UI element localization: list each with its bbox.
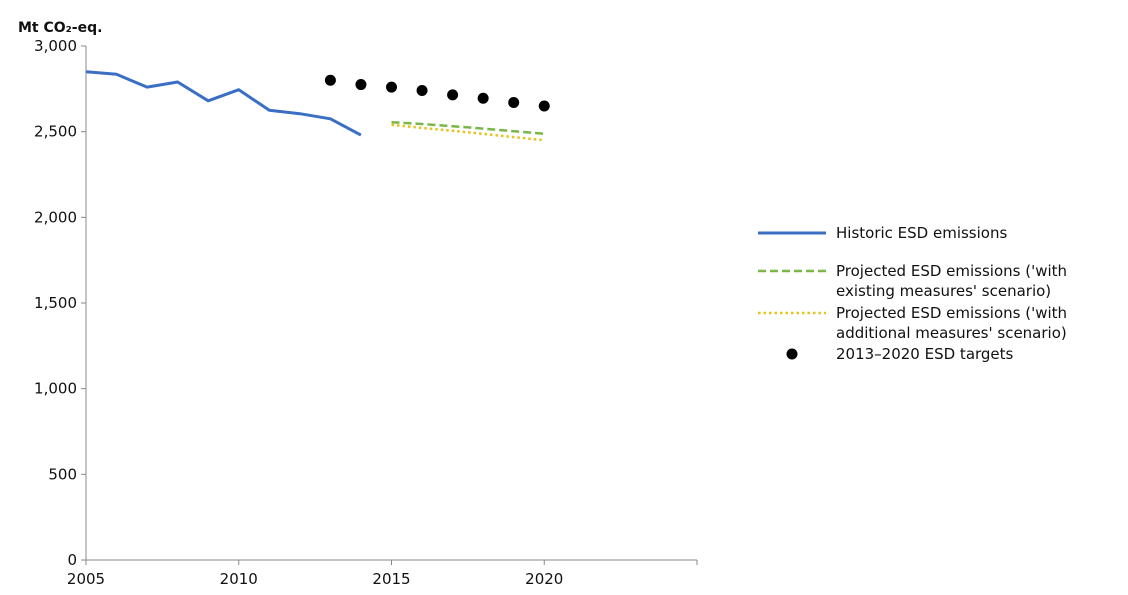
x-tick-label: 2010	[220, 570, 258, 588]
y-tick-label: 2,000	[34, 208, 77, 226]
legend-label: 2013–2020 ESD targets	[836, 345, 1014, 363]
projected-wam-line	[391, 123, 545, 142]
legend-label: Historic ESD emissions	[836, 224, 1007, 242]
projected-wem-line	[391, 120, 545, 135]
legend-marker-targets	[786, 348, 798, 360]
target-marker	[447, 89, 459, 101]
y-tick-label: 3,000	[34, 37, 77, 55]
target-marker	[538, 100, 550, 112]
y-axis-unit-label: Mt CO₂-eq.	[18, 20, 102, 36]
y-tick-label: 1,000	[34, 380, 77, 398]
chart-series	[85, 70, 550, 142]
target-marker	[508, 97, 520, 109]
target-marker	[386, 81, 397, 93]
target-marker	[355, 79, 367, 91]
target-marker	[324, 74, 336, 86]
y-tick-label: 500	[48, 465, 77, 483]
target-marker	[477, 92, 489, 104]
legend-label: Projected ESD emissions ('with	[836, 262, 1067, 280]
legend-label: additional measures' scenario)	[836, 324, 1067, 342]
y-tick-label: 1,500	[34, 294, 77, 312]
x-tick-label: 2005	[67, 570, 105, 588]
legend-label: Projected ESD emissions ('with	[836, 304, 1067, 322]
legend-label: existing measures' scenario)	[836, 282, 1051, 300]
y-tick-label: 2,500	[34, 123, 77, 141]
x-tick-label: 2020	[525, 570, 563, 588]
chart-legend: Historic ESD emissions Projected ESD emis…	[758, 224, 1067, 363]
historic-emissions-line	[85, 70, 362, 137]
y-tick-label: 0	[67, 551, 77, 569]
chart-axes: 0 500 1,000 1,500 2,000 2,500 3,000 2005 2010 201…	[18, 20, 698, 588]
target-marker	[416, 85, 428, 97]
x-tick-label: 2015	[372, 570, 410, 588]
